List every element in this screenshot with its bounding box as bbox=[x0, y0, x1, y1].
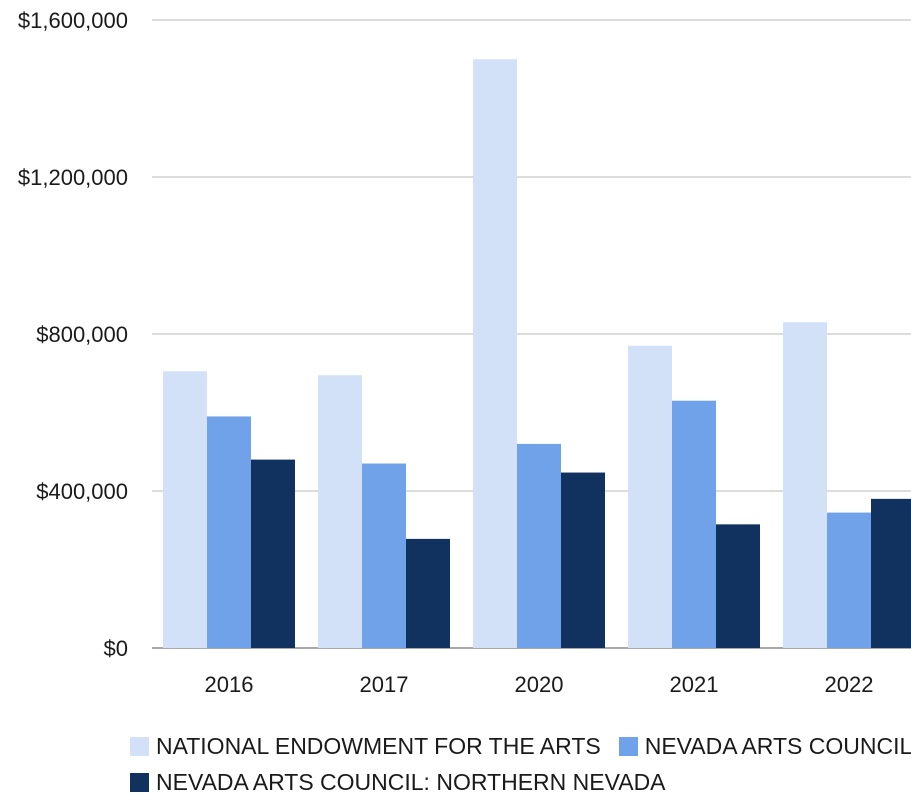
bar-2017-series-2 bbox=[406, 538, 450, 648]
bar-2016-series-0 bbox=[163, 371, 207, 648]
legend-label-nea: NATIONAL ENDOWMENT FOR THE ARTS bbox=[156, 733, 601, 759]
bar-2020-series-2 bbox=[561, 472, 605, 648]
x-axis-ticks: 2016 2017 2020 2021 2022 bbox=[205, 672, 874, 697]
y-tick-label-3: $1,200,000 bbox=[18, 165, 128, 190]
legend-item-nea: NATIONAL ENDOWMENT FOR THE ARTS bbox=[130, 728, 601, 764]
x-tick-label-2017: 2017 bbox=[360, 672, 409, 697]
bar-2016-series-2 bbox=[251, 459, 295, 648]
legend-row-1: NATIONAL ENDOWMENT FOR THE ARTS NEVADA A… bbox=[130, 728, 911, 764]
legend-item-nac: NEVADA ARTS COUNCIL bbox=[618, 728, 911, 764]
x-tick-label-2022: 2022 bbox=[825, 672, 874, 697]
legend-row-2: NEVADA ARTS COUNCIL: NORTHERN NEVADA bbox=[130, 764, 910, 800]
x-tick-label-2020: 2020 bbox=[515, 672, 564, 697]
bar-chart: $0 $400,000 $800,000 $1,200,000 $1,600,000 2… bbox=[18, 8, 911, 697]
legend-label-nac-northern: NEVADA ARTS COUNCIL: NORTHERN NEVADA bbox=[156, 769, 666, 795]
bar-2022-series-1 bbox=[827, 512, 871, 648]
y-tick-label-2: $800,000 bbox=[36, 322, 128, 347]
y-tick-label-4: $1,600,000 bbox=[18, 8, 128, 33]
bar-2022-series-0 bbox=[783, 322, 827, 648]
legend-swatch-nea bbox=[130, 736, 149, 756]
legend-swatch-nac-northern bbox=[130, 772, 149, 792]
bar-2022-series-2 bbox=[871, 498, 911, 648]
legend-swatch-nac bbox=[618, 736, 638, 756]
legend-item-nac-northern: NEVADA ARTS COUNCIL: NORTHERN NEVADA bbox=[130, 764, 666, 800]
bar-2017-series-1 bbox=[362, 463, 406, 648]
y-tick-label-0: $0 bbox=[104, 636, 128, 661]
bars bbox=[163, 59, 911, 648]
x-tick-label-2021: 2021 bbox=[670, 672, 719, 697]
bar-2020-series-0 bbox=[473, 59, 517, 648]
bar-2021-series-2 bbox=[716, 524, 760, 648]
bar-2016-series-1 bbox=[207, 416, 251, 648]
bar-2021-series-0 bbox=[628, 345, 672, 648]
x-tick-label-2016: 2016 bbox=[205, 672, 254, 697]
y-tick-label-1: $400,000 bbox=[36, 479, 128, 504]
legend-label-nac: NEVADA ARTS COUNCIL bbox=[644, 733, 911, 759]
bar-2020-series-1 bbox=[517, 443, 561, 648]
bar-2017-series-0 bbox=[318, 375, 362, 648]
bar-2021-series-1 bbox=[672, 400, 716, 648]
legend: NATIONAL ENDOWMENT FOR THE ARTS NEVADA A… bbox=[130, 728, 911, 800]
y-axis-ticks: $0 $400,000 $800,000 $1,200,000 $1,600,000 bbox=[18, 8, 128, 661]
